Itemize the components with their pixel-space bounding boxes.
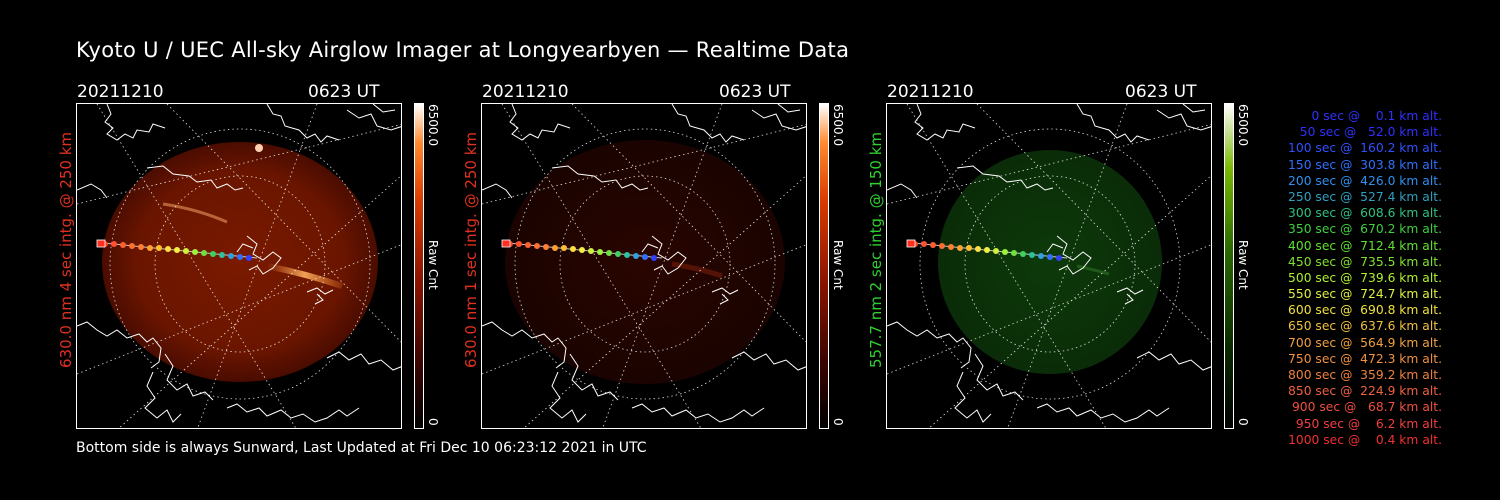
legend-row: 150 sec @ 303.8 km alt. <box>1284 157 1442 172</box>
footer-status: Bottom side is always Sunward, Last Upda… <box>76 440 647 456</box>
legend-row: 650 sec @ 637.6 km alt. <box>1284 319 1442 334</box>
panel2-cb-max: 6500.0 <box>831 104 845 146</box>
panel1-colorbar <box>414 103 424 429</box>
legend-row: 50 sec @ 52.0 km alt. <box>1291 125 1442 140</box>
panel1-svg <box>77 104 402 429</box>
panel3-label: 557.7 nm 2 sec intg. @ 150 km <box>867 131 885 368</box>
legend-row: 500 sec @ 739.6 km alt. <box>1284 270 1442 285</box>
legend-row: 750 sec @ 472.3 km alt. <box>1284 351 1442 366</box>
legend-row: 200 sec @ 426.0 km alt. <box>1284 173 1442 188</box>
panel1-time: 0623 UT <box>308 82 380 102</box>
panel3-svg <box>887 104 1212 429</box>
panel1-date: 20211210 <box>77 82 164 102</box>
panel1-cb-unit: Raw Cnt <box>426 240 440 290</box>
legend-row: 100 sec @ 160.2 km alt. <box>1284 141 1442 156</box>
legend-row: 850 sec @ 224.9 km alt. <box>1284 384 1442 399</box>
panel3-date: 20211210 <box>887 82 974 102</box>
panel2-svg <box>482 104 807 429</box>
panel2-label: 630.0 nm 1 sec intg. @ 250 km <box>462 131 480 368</box>
panel2-image <box>481 103 807 429</box>
legend-row: 400 sec @ 712.4 km alt. <box>1284 238 1442 253</box>
legend-row: 300 sec @ 608.6 km alt. <box>1284 206 1442 221</box>
legend-row: 450 sec @ 735.5 km alt. <box>1284 254 1442 269</box>
panel1-image <box>76 103 402 429</box>
panel2-cb-unit: Raw Cnt <box>831 240 845 290</box>
panel3-image <box>886 103 1212 429</box>
panel1-cb-max: 6500.0 <box>426 104 440 146</box>
legend-row: 0 sec @ 0.1 km alt. <box>1299 109 1442 123</box>
panel3-time: 0623 UT <box>1125 82 1197 102</box>
legend-row: 1000 sec @ 0.4 km alt. <box>1288 432 1442 447</box>
panel2-cb-min: 0 <box>831 418 845 426</box>
panel1-cb-min: 0 <box>426 418 440 426</box>
panel3-cb-min: 0 <box>1236 418 1250 426</box>
legend-row: 950 sec @ 6.2 km alt. <box>1291 416 1442 431</box>
legend-row: 600 sec @ 690.8 km alt. <box>1284 303 1442 318</box>
legend-row: 550 sec @ 724.7 km alt. <box>1284 287 1442 302</box>
panel3-cb-unit: Raw Cnt <box>1236 240 1250 290</box>
legend-row: 900 sec @ 68.7 km alt. <box>1288 400 1442 415</box>
panel2-time: 0623 UT <box>719 82 791 102</box>
panel3-cb-max: 6500.0 <box>1236 104 1250 146</box>
panel2-colorbar <box>819 103 829 429</box>
legend-row: 700 sec @ 564.9 km alt. <box>1284 335 1442 350</box>
panel1-label: 630.0 nm 4 sec intg. @ 250 km <box>57 131 75 368</box>
legend-row: 350 sec @ 670.2 km alt. <box>1284 222 1442 237</box>
time-altitude-legend: 0 sec @ 0.1 km alt. 50 sec @ 52.0 km alt… <box>1258 108 1442 448</box>
legend-row: 250 sec @ 527.4 km alt. <box>1284 189 1442 204</box>
page-title: Kyoto U / UEC All-sky Airglow Imager at … <box>76 38 850 62</box>
panel3-colorbar <box>1224 103 1234 429</box>
legend-row: 800 sec @ 359.2 km alt. <box>1284 368 1442 382</box>
panel2-date: 20211210 <box>482 82 569 102</box>
